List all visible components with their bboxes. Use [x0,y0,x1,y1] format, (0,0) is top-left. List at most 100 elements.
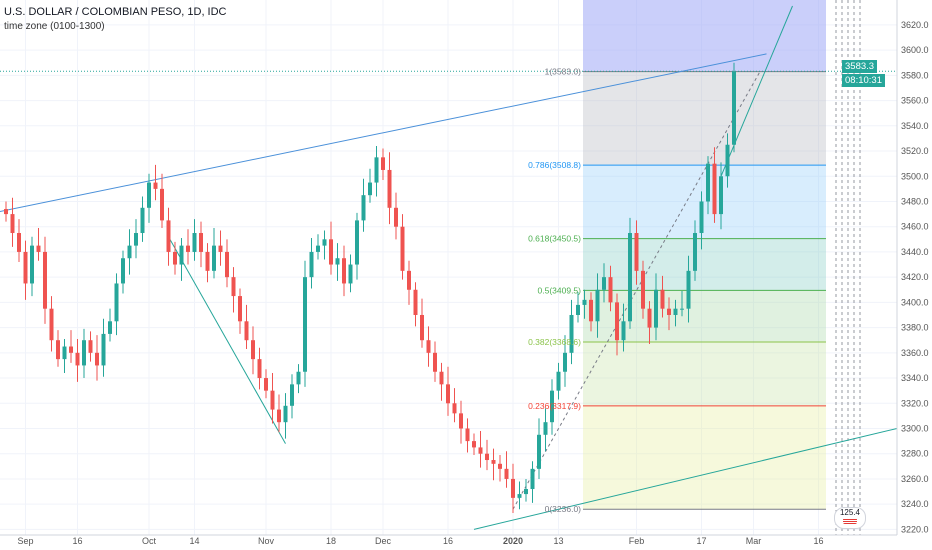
candle-body [576,304,580,315]
candle-body [322,239,327,246]
candle-body [316,245,320,252]
candle-body [654,289,658,328]
candle-body [166,220,171,252]
fib-level-label: 0(3236.0) [545,504,582,514]
candle-body [439,371,444,385]
fib-zone-extension [583,0,826,72]
candle-body [563,352,567,372]
candle-body [582,299,587,305]
candle-body [420,314,424,341]
x-tick-label: 13 [553,536,563,546]
x-tick-label: Sep [17,536,33,546]
candle-body [719,176,723,215]
candle-body [374,157,379,183]
candle-body [615,302,619,341]
candle-body [290,384,294,406]
candle-body [504,468,509,479]
candle-body [49,308,54,341]
candle-body [589,299,593,322]
candle-body [400,226,405,271]
candle-body [452,403,457,414]
candle-body [634,233,639,271]
candle-body [153,182,158,189]
lower-channel-line [473,428,898,530]
candle-body [647,308,652,328]
candle-body [75,352,80,366]
candle-body [699,201,704,234]
candle-body [595,289,600,322]
y-tick-label: 3440.0 [901,247,929,257]
y-tick-label: 3520.0 [901,146,929,156]
candle-body [459,413,463,429]
y-tick-label: 3540.0 [901,121,929,131]
candle-body [218,245,223,252]
candle-body [17,233,21,252]
candle-body [192,233,197,252]
chart-subtitle: time zone (0100-1300) [4,21,105,32]
x-tick-label: Mar [746,536,762,546]
us-flag-icon [843,518,857,524]
candle-body [127,245,132,259]
candle-body [498,463,502,469]
fib-zone [583,405,826,510]
candle-body [725,144,730,177]
candle-body [342,258,346,284]
candle-body [56,340,60,360]
x-tick-label: 16 [72,536,82,546]
fib-zone [583,71,826,166]
steep-channel-line [720,5,793,177]
candle-body [134,233,138,246]
candle-body [387,169,392,208]
candle-body [238,296,242,322]
bar-timer-tag: 08:10:31 [842,74,885,87]
candle-body [10,214,15,234]
candle-body [82,340,86,366]
chart-grid [0,0,897,535]
candle-body [335,258,340,265]
y-tick-label: 3220.0 [901,524,929,534]
y-tick-label: 3300.0 [901,423,929,433]
candle-body [108,321,112,334]
fib-zone [583,290,826,342]
candle-body [199,233,203,252]
candle-body [186,245,190,252]
candle-body [693,233,697,271]
candle-body [23,251,28,284]
candle-body [121,258,125,284]
y-tick-label: 3240.0 [901,499,929,509]
candle-body [550,390,554,423]
y-tick-label: 3340.0 [901,373,929,383]
fib-zone [583,165,826,239]
y-tick-label: 3400.0 [901,297,929,307]
y-tick-label: 3280.0 [901,449,929,459]
candle-body [114,283,119,322]
y-tick-label: 3560.0 [901,96,929,106]
candle-body [88,340,93,353]
fib-level-label: 1(3583.0) [545,67,582,77]
candle-body [517,494,522,498]
candle-body [264,378,268,391]
event-flag[interactable]: 125.4 [834,507,866,529]
candle-body [277,409,281,423]
x-tick-label: Dec [375,536,392,546]
candle-body [251,340,255,360]
y-tick-label: 3320.0 [901,398,929,408]
upper-trend-line [0,53,767,213]
candle-body [543,422,548,435]
current-price-tag: 3583.3 [842,60,878,73]
candle-body [732,71,736,145]
x-tick-label: 18 [326,536,336,546]
candle-body [413,289,418,315]
candle-body [257,359,262,379]
candle-body [602,277,606,290]
candle-body [147,182,151,208]
candle-body [43,251,47,309]
candle-body [62,346,67,360]
candle-body [491,460,496,464]
candle-body [303,277,307,372]
y-tick-label: 3380.0 [901,323,929,333]
candle-body [569,314,574,353]
candle-body [283,405,288,423]
